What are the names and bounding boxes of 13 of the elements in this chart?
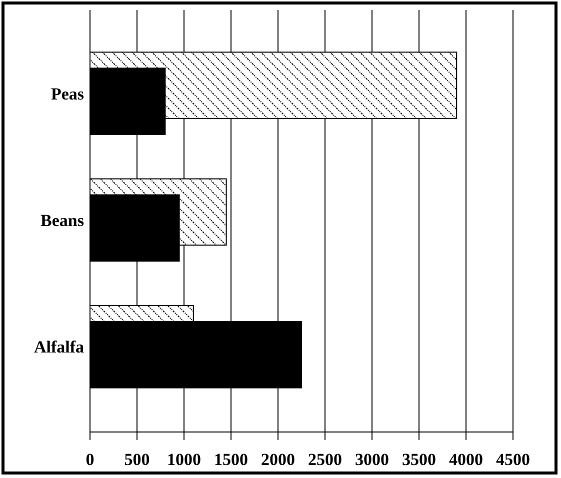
x-tick-label: 3000 [355, 450, 389, 469]
x-tick-label: 4000 [449, 450, 483, 469]
y-tick-label: Alfalfa [34, 338, 84, 357]
x-tick-label: 3500 [402, 450, 436, 469]
x-tick-label: 500 [124, 450, 150, 469]
x-tick-label: 0 [86, 450, 94, 469]
y-tick-label: Beans [40, 210, 84, 230]
x-tick-label: 1000 [167, 450, 201, 469]
x-tick-label: 2500 [308, 450, 342, 469]
x-tick-label: 4500 [496, 450, 530, 469]
y-tick-label: Peas [50, 84, 84, 104]
x-tick-label: 1500 [214, 450, 248, 469]
x-tick-label: 2000 [261, 450, 295, 469]
